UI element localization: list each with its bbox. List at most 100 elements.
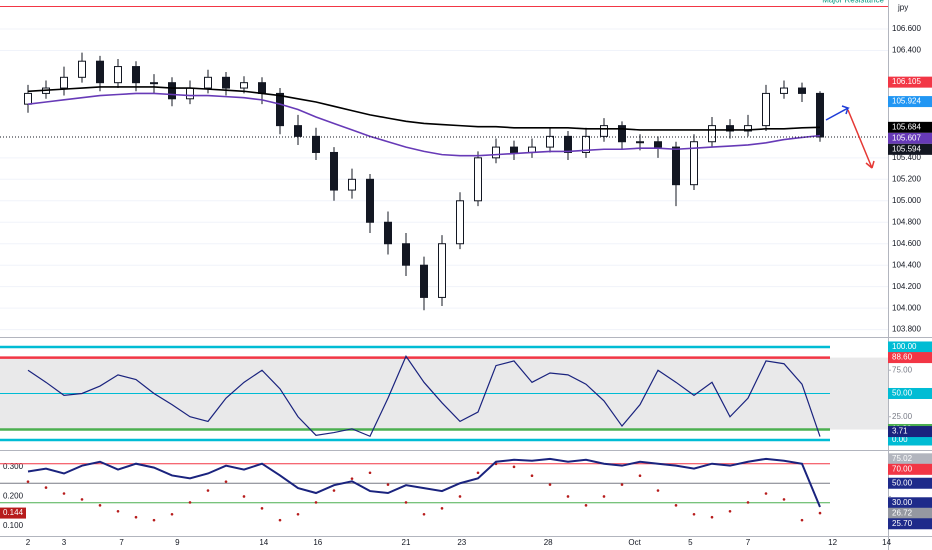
y-tick-label: 104.000 (892, 303, 921, 312)
candle-body (114, 66, 122, 84)
dot (386, 483, 390, 486)
axis-tag (888, 477, 932, 489)
dot (368, 471, 372, 475)
candle-body (204, 76, 212, 89)
dot (170, 512, 174, 516)
dot (98, 504, 102, 507)
y-tick-label: 104.400 (892, 260, 921, 269)
candle-body (690, 141, 698, 186)
y-tick-label: 106.400 (892, 46, 921, 55)
series-line (27, 355, 821, 438)
x-tick-label: 7 (119, 538, 124, 547)
axis-tag (888, 426, 932, 438)
x-tick-label: 2 (26, 538, 31, 547)
axis-tag-label: 105.684 (892, 122, 921, 131)
y-tick-label: 25.00 (892, 412, 913, 421)
axis-tag-label: 100.00 (892, 342, 917, 351)
axis-tag-label: 105.594 (892, 144, 921, 153)
candle-body (312, 135, 320, 153)
axis-tag (888, 132, 932, 144)
candle-body (366, 178, 374, 223)
axis-tag (888, 341, 932, 353)
y-tick-label: 106.600 (892, 24, 921, 33)
axis-tag-label: 70.00 (892, 464, 913, 473)
candle-body (438, 243, 446, 298)
axis-unit: jpy (897, 3, 908, 12)
dot (188, 501, 192, 504)
candle-body (78, 60, 86, 78)
candle-body (186, 87, 194, 100)
x-tick-label: Oct (628, 538, 641, 547)
axis-tag (888, 143, 932, 155)
dot (458, 495, 462, 498)
candle-body (582, 135, 590, 153)
axis-tag-label: 3.71 (892, 427, 908, 436)
candle-body (798, 87, 806, 94)
axis-tag-label: 0.144 (3, 508, 24, 517)
dot (548, 483, 552, 486)
dot (242, 495, 246, 498)
candle-body (654, 141, 662, 148)
candle-body (672, 146, 680, 186)
x-tick-label: 9 (175, 538, 180, 547)
candle-body (816, 92, 824, 138)
y-tick-label: 105.200 (892, 174, 921, 183)
dot (638, 474, 642, 478)
dot (710, 515, 714, 519)
candle-body (132, 66, 140, 84)
axis-tag (888, 518, 932, 530)
dot (314, 501, 318, 504)
dot (152, 518, 156, 522)
moving-average (27, 86, 821, 131)
axis-tag-label: 105.607 (892, 133, 921, 142)
dot (134, 515, 138, 519)
axis-tag (888, 387, 932, 399)
candle-body (510, 146, 518, 153)
axis-tag (888, 497, 932, 509)
candle-body (492, 146, 500, 159)
axis-tag (888, 453, 932, 465)
candle-body (258, 82, 266, 94)
dot (620, 483, 624, 486)
candle-body (150, 82, 158, 85)
candle-body (420, 264, 428, 298)
projection-arrow-down (847, 109, 875, 169)
x-tick-label: 28 (544, 538, 553, 547)
dot (62, 492, 66, 495)
y-tick-label: 0.100 (3, 521, 24, 530)
x-tick-label: 23 (457, 538, 466, 547)
candle-body (348, 178, 356, 191)
dot (44, 486, 48, 489)
axis-tag-label: 105.924 (892, 97, 921, 106)
dot (332, 489, 336, 492)
candle-body (708, 125, 716, 143)
dot (278, 518, 282, 522)
dot (764, 492, 768, 495)
candle-body (726, 125, 734, 132)
y-tick-label: 105.400 (892, 153, 921, 162)
axis-tag (888, 434, 932, 446)
candle-body (744, 125, 752, 132)
y-tick-label: 104.200 (892, 282, 921, 291)
candle-body (276, 92, 284, 127)
dot (656, 489, 660, 492)
dot (26, 480, 30, 483)
y-tick-label: 75.00 (892, 365, 913, 374)
y-tick-label: 103.800 (892, 325, 921, 334)
candle-body (564, 135, 572, 153)
dot (296, 512, 300, 516)
dot (602, 495, 606, 498)
y-tick-label: 105.000 (892, 196, 921, 205)
axis-tag-label: 0.00 (892, 435, 908, 444)
resistance-label: Major Resistance (822, 0, 884, 5)
dot (116, 509, 120, 513)
dot (566, 495, 570, 498)
axis-tag (0, 507, 26, 519)
x-tick-label: 21 (402, 538, 411, 547)
dot (674, 504, 678, 507)
x-tick-label: 5 (688, 538, 693, 547)
dot (746, 501, 750, 504)
candle-body (402, 243, 410, 266)
